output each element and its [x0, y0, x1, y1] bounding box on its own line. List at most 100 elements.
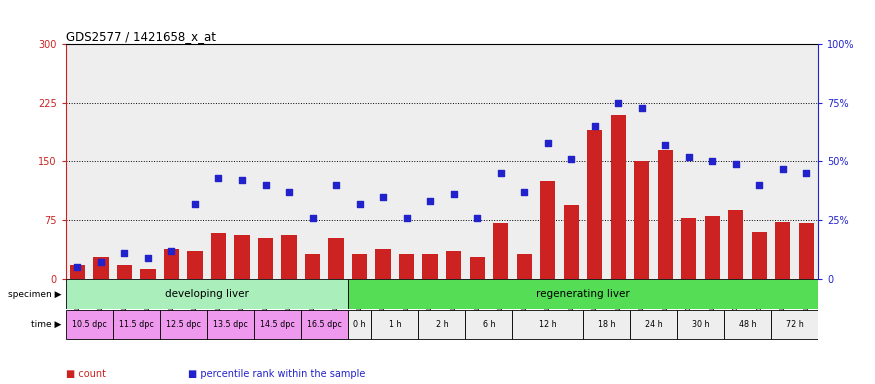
Bar	[70, 265, 85, 279]
Bar	[371, 310, 418, 339]
Bar	[160, 310, 206, 339]
Bar	[234, 235, 249, 279]
Text: 12 h: 12 h	[539, 320, 556, 329]
Point	[729, 161, 743, 167]
Bar	[258, 238, 273, 279]
Point	[752, 182, 766, 188]
Point	[682, 154, 696, 160]
Point	[353, 201, 367, 207]
Bar	[116, 265, 132, 279]
Text: 30 h: 30 h	[692, 320, 710, 329]
Point	[141, 255, 155, 261]
Bar	[399, 254, 414, 279]
Bar	[513, 310, 583, 339]
Point	[282, 189, 296, 195]
Bar	[66, 280, 348, 309]
Bar	[587, 130, 602, 279]
Bar	[634, 162, 649, 279]
Point	[305, 215, 319, 221]
Text: 1 h: 1 h	[388, 320, 401, 329]
Point	[517, 189, 531, 195]
Bar	[470, 257, 485, 279]
Point	[424, 198, 438, 204]
Bar	[348, 280, 818, 309]
Text: 2 h: 2 h	[436, 320, 448, 329]
Bar	[611, 114, 626, 279]
Text: 16.5 dpc: 16.5 dpc	[307, 320, 342, 329]
Text: 13.5 dpc: 13.5 dpc	[213, 320, 248, 329]
Point	[329, 182, 343, 188]
Bar	[301, 310, 348, 339]
Point	[376, 194, 390, 200]
Bar	[352, 254, 367, 279]
Text: specimen ▶: specimen ▶	[8, 290, 61, 299]
Bar	[704, 216, 720, 279]
Bar	[775, 222, 790, 279]
Text: time ▶: time ▶	[31, 320, 61, 329]
Point	[235, 177, 249, 183]
Text: developing liver: developing liver	[164, 289, 248, 299]
Point	[541, 140, 555, 146]
Bar	[94, 257, 108, 279]
Point	[800, 170, 814, 176]
Bar	[66, 310, 113, 339]
Text: 14.5 dpc: 14.5 dpc	[260, 320, 295, 329]
Point	[612, 100, 626, 106]
Bar	[658, 150, 673, 279]
Point	[188, 201, 202, 207]
Bar	[423, 254, 438, 279]
Bar	[724, 310, 771, 339]
Bar	[446, 251, 461, 279]
Bar	[516, 254, 532, 279]
Point	[70, 264, 84, 270]
Bar	[140, 270, 156, 279]
Bar	[304, 254, 320, 279]
Bar	[211, 233, 226, 279]
Bar	[466, 310, 513, 339]
Bar	[630, 310, 677, 339]
Text: 0 h: 0 h	[354, 320, 366, 329]
Text: 11.5 dpc: 11.5 dpc	[119, 320, 154, 329]
Bar	[752, 232, 767, 279]
Bar	[583, 310, 630, 339]
Bar	[493, 222, 508, 279]
Point	[588, 123, 602, 129]
Bar	[564, 205, 579, 279]
Bar	[418, 310, 466, 339]
Bar	[540, 181, 556, 279]
Text: 18 h: 18 h	[598, 320, 615, 329]
Bar	[328, 238, 344, 279]
Bar	[187, 251, 203, 279]
Bar	[348, 310, 371, 339]
Bar	[164, 249, 179, 279]
Bar	[799, 222, 814, 279]
Point	[446, 191, 460, 197]
Bar	[728, 210, 744, 279]
Bar	[681, 218, 696, 279]
Bar	[677, 310, 724, 339]
Point	[470, 215, 484, 221]
Text: ■ percentile rank within the sample: ■ percentile rank within the sample	[188, 369, 366, 379]
Bar	[206, 310, 254, 339]
Text: 10.5 dpc: 10.5 dpc	[72, 320, 107, 329]
Text: 6 h: 6 h	[483, 320, 495, 329]
Point	[94, 259, 108, 265]
Point	[400, 215, 414, 221]
Text: 48 h: 48 h	[738, 320, 756, 329]
Point	[634, 104, 648, 111]
Point	[258, 182, 272, 188]
Point	[776, 166, 790, 172]
Bar	[375, 249, 391, 279]
Bar	[113, 310, 160, 339]
Point	[564, 156, 578, 162]
Text: 12.5 dpc: 12.5 dpc	[165, 320, 200, 329]
Bar	[282, 235, 297, 279]
Point	[493, 170, 507, 176]
Text: 72 h: 72 h	[786, 320, 803, 329]
Point	[212, 175, 226, 181]
Text: ■ count: ■ count	[66, 369, 106, 379]
Point	[164, 248, 178, 254]
Point	[705, 159, 719, 165]
Bar	[254, 310, 301, 339]
Point	[117, 250, 131, 256]
